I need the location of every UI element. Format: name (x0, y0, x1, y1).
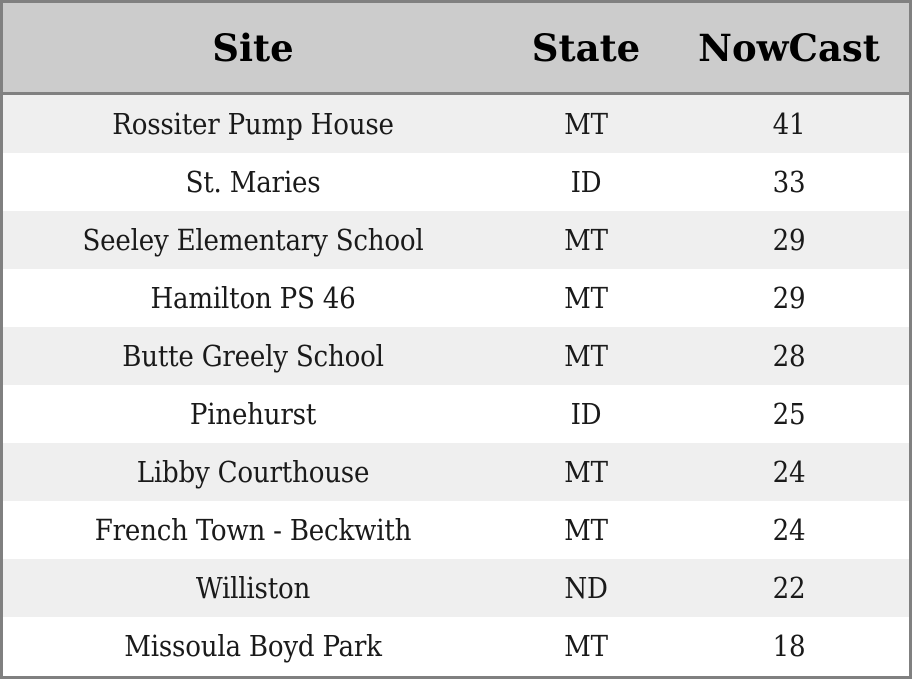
table-row[interactable]: Missoula Boyd Park MT 18 (3, 617, 909, 675)
cell-state: MT (503, 93, 669, 153)
cell-nowcast: 18 (669, 617, 909, 675)
cell-state: MT (503, 327, 669, 385)
cell-nowcast: 24 (669, 501, 909, 559)
table-row[interactable]: Williston ND 22 (3, 559, 909, 617)
table-row[interactable]: Butte Greely School MT 28 (3, 327, 909, 385)
table-header-row: Site State NowCast (3, 3, 909, 95)
cell-state: MT (503, 443, 669, 501)
cell-state: ND (503, 559, 669, 617)
cell-state: MT (503, 617, 669, 675)
cell-state: ID (503, 385, 669, 443)
cell-state: MT (503, 269, 669, 327)
column-header-state[interactable]: State (503, 3, 669, 95)
table-row[interactable]: French Town - Beckwith MT 24 (3, 501, 909, 559)
cell-state: ID (503, 153, 669, 211)
table-row[interactable]: St. Maries ID 33 (3, 153, 909, 211)
table-header: Site State NowCast (3, 3, 909, 95)
cell-site: St. Maries (3, 153, 503, 211)
cell-site: Rossiter Pump House (3, 93, 503, 153)
table-row[interactable]: Seeley Elementary School MT 29 (3, 211, 909, 269)
column-header-nowcast[interactable]: NowCast (669, 3, 909, 95)
table-body: Rossiter Pump House MT 41 St. Maries ID 33 See… (3, 93, 909, 675)
cell-site: French Town - Beckwith (3, 501, 503, 559)
cell-site: Pinehurst (3, 385, 503, 443)
cell-site: Butte Greely School (3, 327, 503, 385)
cell-state: MT (503, 501, 669, 559)
cell-site: Libby Courthouse (3, 443, 503, 501)
cell-site: Seeley Elementary School (3, 211, 503, 269)
cell-nowcast: 22 (669, 559, 909, 617)
column-header-site[interactable]: Site (3, 3, 503, 95)
cell-nowcast: 41 (669, 93, 909, 153)
cell-nowcast: 28 (669, 327, 909, 385)
table-row[interactable]: Libby Courthouse MT 24 (3, 443, 909, 501)
cell-site: Hamilton PS 46 (3, 269, 503, 327)
cell-nowcast: 33 (669, 153, 909, 211)
cell-site: Missoula Boyd Park (3, 617, 503, 675)
cell-site: Williston (3, 559, 503, 617)
table-row[interactable]: Pinehurst ID 25 (3, 385, 909, 443)
nowcast-table: Site State NowCast Rossiter Pump House MT… (3, 3, 909, 675)
cell-nowcast: 24 (669, 443, 909, 501)
table-row[interactable]: Rossiter Pump House MT 41 (3, 93, 909, 153)
cell-state: MT (503, 211, 669, 269)
cell-nowcast: 25 (669, 385, 909, 443)
table-row[interactable]: Hamilton PS 46 MT 29 (3, 269, 909, 327)
cell-nowcast: 29 (669, 269, 909, 327)
cell-nowcast: 29 (669, 211, 909, 269)
